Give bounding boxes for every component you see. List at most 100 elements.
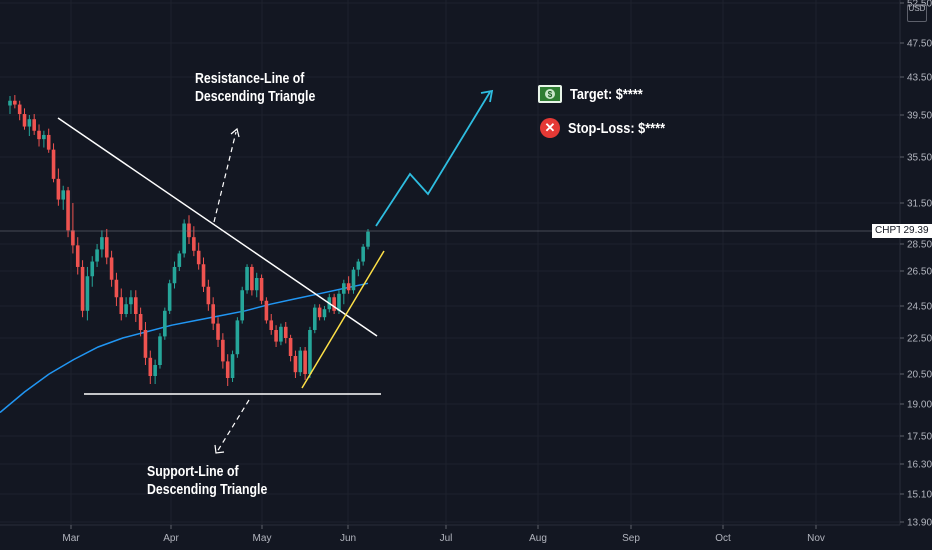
drawings-layer <box>57 89 494 454</box>
candle-body <box>133 297 138 314</box>
candle-body <box>167 283 172 311</box>
candle-body <box>32 119 36 131</box>
candle-body <box>56 178 61 200</box>
y-tick-label: 26.50 <box>907 267 932 278</box>
candles-layer <box>8 95 370 386</box>
close-icon: ✕ <box>540 118 560 138</box>
stoploss-legend: ✕ Stop-Loss: $**** <box>538 118 682 138</box>
y-tick-label: 16.30 <box>907 460 932 471</box>
support-pointer-dashed <box>216 399 250 453</box>
y-tick-label: 31.50 <box>907 199 932 210</box>
candle-body <box>279 326 283 342</box>
candle-body <box>264 300 269 321</box>
x-tick-label: Nov <box>807 533 825 544</box>
x-tick-label: Jun <box>340 533 356 544</box>
candle-body <box>230 354 235 378</box>
candle-body <box>283 326 288 338</box>
candle-body <box>153 365 157 376</box>
rising-support-line[interactable] <box>301 250 385 389</box>
candle-body <box>163 310 167 337</box>
y-tick-label: 47.50 <box>907 39 932 50</box>
x-tick-label: Oct <box>715 533 731 544</box>
candle-body <box>201 264 206 287</box>
resistance-pointer-dashed <box>213 131 237 223</box>
moving-average-layer <box>0 282 369 414</box>
support-annotation-line1: Support-Line of <box>147 463 239 480</box>
candle-body <box>22 114 27 127</box>
target-legend: $ Target: $**** <box>538 85 656 103</box>
candle-body <box>100 237 104 250</box>
candle-body <box>37 130 41 140</box>
candle-body <box>342 283 346 294</box>
candle-body <box>71 230 75 246</box>
candle-body <box>138 314 143 330</box>
x-tick-label: Apr <box>163 533 179 544</box>
candle-body <box>172 266 177 284</box>
candle-body <box>27 119 32 127</box>
support-pointer-arrowhead <box>214 444 225 454</box>
y-tick-label: 35.50 <box>907 153 932 164</box>
currency-label: USD <box>907 4 927 22</box>
candle-body <box>332 297 336 311</box>
symbol-tag: CHPT <box>872 224 906 238</box>
candle-body <box>129 297 133 305</box>
resistance-pointer-arrowhead <box>230 127 240 138</box>
candle-body <box>46 134 51 150</box>
time-axis[interactable]: Mar Apr May Jun Jul Aug Sep Oct Nov <box>62 525 825 544</box>
candle-body <box>119 297 124 314</box>
resistance-trendline[interactable] <box>57 117 378 337</box>
candle-body <box>148 357 153 376</box>
candle-body <box>211 304 215 324</box>
candle-body <box>80 266 85 311</box>
candle-body <box>192 237 196 251</box>
candle-body <box>182 223 186 254</box>
candle-body <box>250 266 254 291</box>
y-tick-label: 13.90 <box>907 518 932 529</box>
candle-body <box>254 278 259 291</box>
candle-body <box>61 190 66 200</box>
x-tick-label: Jul <box>440 533 453 544</box>
last-price-tag: 29.39 <box>900 224 932 238</box>
candle-body <box>75 245 80 267</box>
support-annotation: Support-Line of Descending Triangle <box>147 463 267 499</box>
resistance-annotation-line1: Resistance-Line of <box>195 70 305 87</box>
candle-body <box>124 304 128 314</box>
candle-body <box>351 269 356 291</box>
moving-average-line <box>0 282 369 414</box>
candle-body <box>187 223 191 238</box>
candle-body <box>293 356 298 373</box>
y-tick-label: 20.50 <box>907 370 932 381</box>
candle-body <box>8 100 12 106</box>
y-tick-label: 39.50 <box>907 111 932 122</box>
candle-body <box>109 257 114 280</box>
candle-body <box>158 336 162 365</box>
candle-body <box>95 249 99 262</box>
candle-body <box>240 290 245 321</box>
candle-body <box>104 237 109 258</box>
candle-body <box>312 307 317 330</box>
candle-body <box>216 323 220 340</box>
candle-body <box>17 104 22 115</box>
resistance-annotation: Resistance-Line of Descending Triangle <box>195 70 315 106</box>
candle-body <box>322 309 327 318</box>
projection-arrowhead <box>480 89 494 103</box>
candle-body <box>361 246 365 262</box>
candle-body <box>221 339 225 362</box>
x-tick-label: May <box>253 533 272 544</box>
candle-body <box>317 307 322 318</box>
candle-body <box>42 134 46 140</box>
price-axis[interactable]: 52.5047.5043.5039.5035.5031.5028.5026.50… <box>900 0 932 529</box>
candle-body <box>356 261 361 270</box>
candle-body <box>308 330 312 374</box>
candle-body <box>13 100 17 105</box>
candle-body <box>225 361 230 378</box>
x-tick-label: Sep <box>622 533 640 544</box>
candle-body <box>206 286 211 305</box>
breakout-projection-path[interactable] <box>375 91 491 227</box>
candle-body <box>259 278 264 301</box>
candle-body <box>245 266 249 291</box>
candle-body <box>143 330 148 358</box>
x-tick-label: Mar <box>62 533 80 544</box>
support-annotation-line2: Descending Triangle <box>147 481 268 498</box>
